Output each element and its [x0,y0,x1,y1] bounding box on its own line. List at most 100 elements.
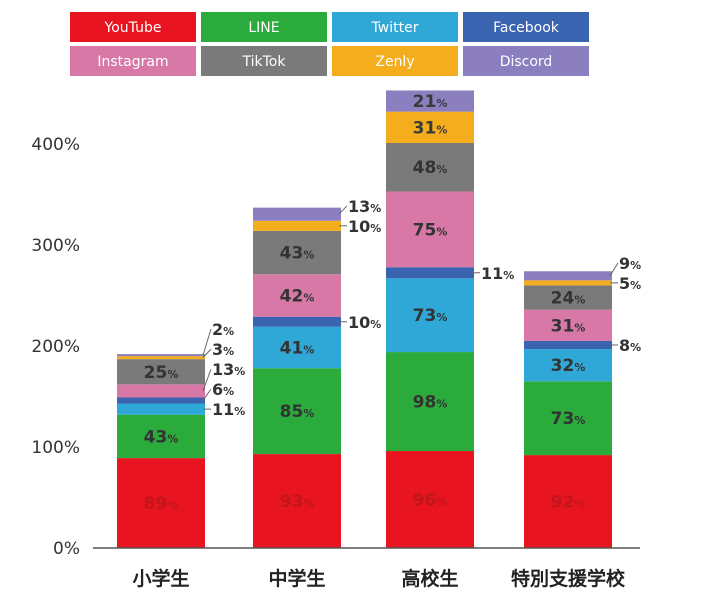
data-label: 24% [551,289,586,309]
legend-swatch [201,46,327,76]
bar-segment-tiktok [253,230,341,275]
bar-segment-instagram [386,191,474,268]
leader-line [202,388,212,401]
plot-area: 89%43%25%11%6%13%3%2%93%85%41%42%43%10%1… [117,90,641,548]
bar-segment-discord [524,271,612,281]
bar-segment-line [524,381,612,456]
data-label: 92% [551,493,586,513]
bar-segment-facebook [386,267,474,279]
data-label: 31% [413,118,448,138]
bar-segment-instagram [253,274,341,317]
leader-line [338,205,348,215]
data-label: 21% [413,92,448,112]
bar-segment-twitter [253,326,341,369]
legend-swatch [332,46,458,76]
y-tick-label: 300% [31,236,80,256]
bar-stack: 93%85%41%42%43%10%10%13% [253,197,381,548]
x-category-label: 小学生 [132,567,189,590]
data-label: 48% [413,158,448,178]
bar-segment-zenly [253,220,341,231]
data-label: 73% [551,409,586,429]
data-label: 10% [348,217,381,236]
y-tick-label: 200% [31,337,80,357]
bar-segment-youtube [253,454,341,548]
data-label: 11% [212,400,245,419]
data-label: 13% [348,197,381,216]
leader-line [202,328,212,356]
data-label: 13% [212,360,245,379]
x-category-label: 特別支援学校 [511,567,626,590]
legend-label: Discord [500,54,553,70]
bar-segment-zenly [117,356,205,360]
legend-label: TikTok [242,54,287,70]
bar-segment-tiktok [117,359,205,385]
y-tick-label: 100% [31,438,80,458]
legend-label: YouTube [104,20,162,36]
legend-label: Facebook [493,20,560,36]
leader-line [609,262,619,277]
bar-segment-youtube [386,451,474,548]
bar-segment-discord [386,90,474,112]
legend-label: Twitter [371,20,419,36]
data-label: 9% [619,254,641,273]
x-axis: 小学生 中学生 高校生 特別支援学校 [93,547,640,590]
data-label: 85% [280,402,315,422]
bar-segment-line [386,352,474,452]
y-axis: 0% 100% 200% 300% 400% [31,135,80,559]
bar-segment-twitter [386,278,474,353]
y-tick-label: 400% [31,135,80,155]
legend-swatch [70,12,196,42]
y-tick-label: 0% [53,539,80,559]
x-category-label: 高校生 [401,567,458,590]
data-label: 93% [280,492,315,512]
legend-swatch [70,46,196,76]
legend-swatch [463,12,589,42]
data-label: 98% [413,393,448,413]
bar-segment-tiktok [386,142,474,192]
bar-segment-youtube [117,458,205,548]
leader-line [202,368,212,392]
bar-segment-instagram [117,384,205,398]
legend-item-facebook: Facebook [463,12,589,42]
legend-item-zenly: Zenly [332,46,458,76]
bar-stack: 89% 43% 25% 11%6%13%3%2% [117,320,245,548]
bar-stack: 96% 98% 73% 75% 48% 31% 21% 11% [386,90,514,548]
data-label: 43% [144,427,179,447]
data-label: 11% [481,264,514,283]
legend: YouTube LINE Twitter Facebook Instagram TikTo… [70,12,589,76]
bar-segment-discord [253,207,341,221]
bar-segment-instagram [524,309,612,341]
legend-swatch [201,12,327,42]
data-label: 8% [619,336,641,355]
bar-segment-line [117,414,205,459]
legend-item-discord: Discord [463,46,589,76]
x-category-label: 中学生 [268,567,325,590]
legend-label: LINE [248,20,279,36]
data-label: 10% [348,313,381,332]
legend-item-tiktok: TikTok [201,46,327,76]
bar-segment-zenly [386,111,474,143]
data-label: 6% [212,380,234,399]
bar-segment-discord [117,354,205,357]
data-label: 73% [413,306,448,326]
legend-item-line: LINE [201,12,327,42]
leader-line [202,348,212,358]
data-label: 43% [280,244,315,264]
legend-item-youtube: YouTube [70,12,196,42]
bar-segment-twitter [117,403,205,415]
data-label: 32% [551,356,586,376]
bar-segment-youtube [524,455,612,548]
bar-segment-zenly [524,280,612,286]
data-label: 89% [144,494,179,514]
data-label: 3% [212,340,234,359]
data-label: 31% [551,316,586,336]
legend-swatch [463,46,589,76]
data-label: 41% [280,339,315,359]
bar-segment-tiktok [524,285,612,310]
bar-segment-facebook [524,340,612,350]
legend-label: Instagram [97,54,168,70]
data-label: 25% [144,363,179,383]
data-label: 42% [280,287,315,307]
legend-label: Zenly [375,54,414,70]
